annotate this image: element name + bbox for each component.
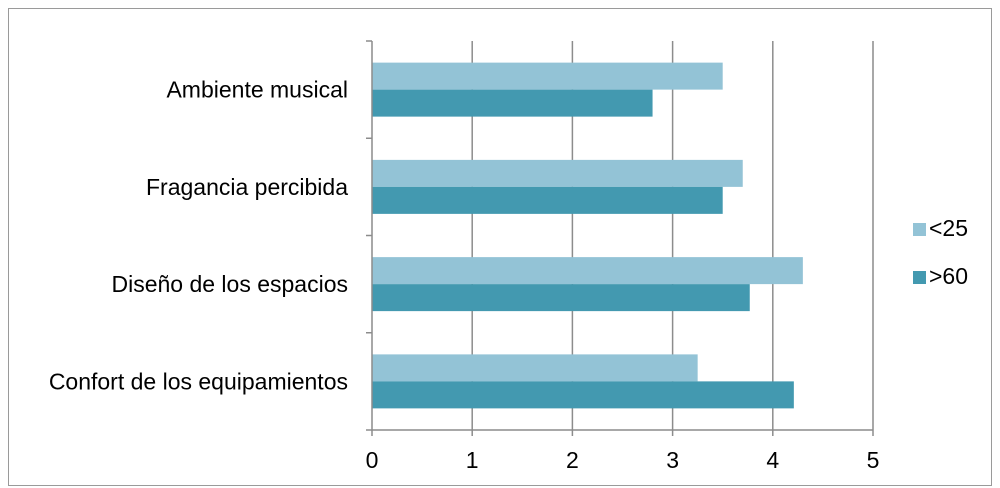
bars — [372, 62, 803, 409]
legend-label: >60 — [929, 263, 968, 289]
bar-under-25 — [372, 257, 803, 285]
bar-chart: 0 1 2 3 4 5 Ambiente musical Fragancia percibid… — [49, 40, 968, 473]
bar-over-60 — [372, 89, 653, 117]
x-tick-label: 2 — [566, 447, 579, 473]
x-tick-label: 1 — [466, 447, 479, 473]
bar-over-60 — [372, 284, 750, 312]
category-label: Fragancia percibida — [146, 174, 348, 200]
bar-under-25 — [372, 354, 698, 382]
bar-under-25 — [372, 159, 743, 187]
x-tick-label: 3 — [666, 447, 679, 473]
labels: 0 1 2 3 4 5 Ambiente musical Fragancia percibid… — [49, 77, 880, 473]
x-tick-label: 4 — [766, 447, 779, 473]
legend-swatch — [913, 223, 926, 236]
legend-swatch — [913, 271, 926, 284]
bar-over-60 — [372, 381, 794, 409]
category-label: Ambiente musical — [166, 77, 348, 103]
x-tick-label: 5 — [867, 447, 880, 473]
legend-label: <25 — [929, 215, 968, 241]
category-label: Diseño de los espacios — [111, 271, 348, 297]
x-tick-label: 0 — [366, 447, 379, 473]
bar-over-60 — [372, 186, 723, 214]
category-label: Confort de los equipamientos — [49, 368, 348, 394]
bar-under-25 — [372, 62, 723, 90]
legend: <25 >60 — [913, 215, 968, 289]
axes — [366, 40, 874, 436]
chart-frame: 0 1 2 3 4 5 Ambiente musical Fragancia percibid… — [8, 8, 992, 486]
